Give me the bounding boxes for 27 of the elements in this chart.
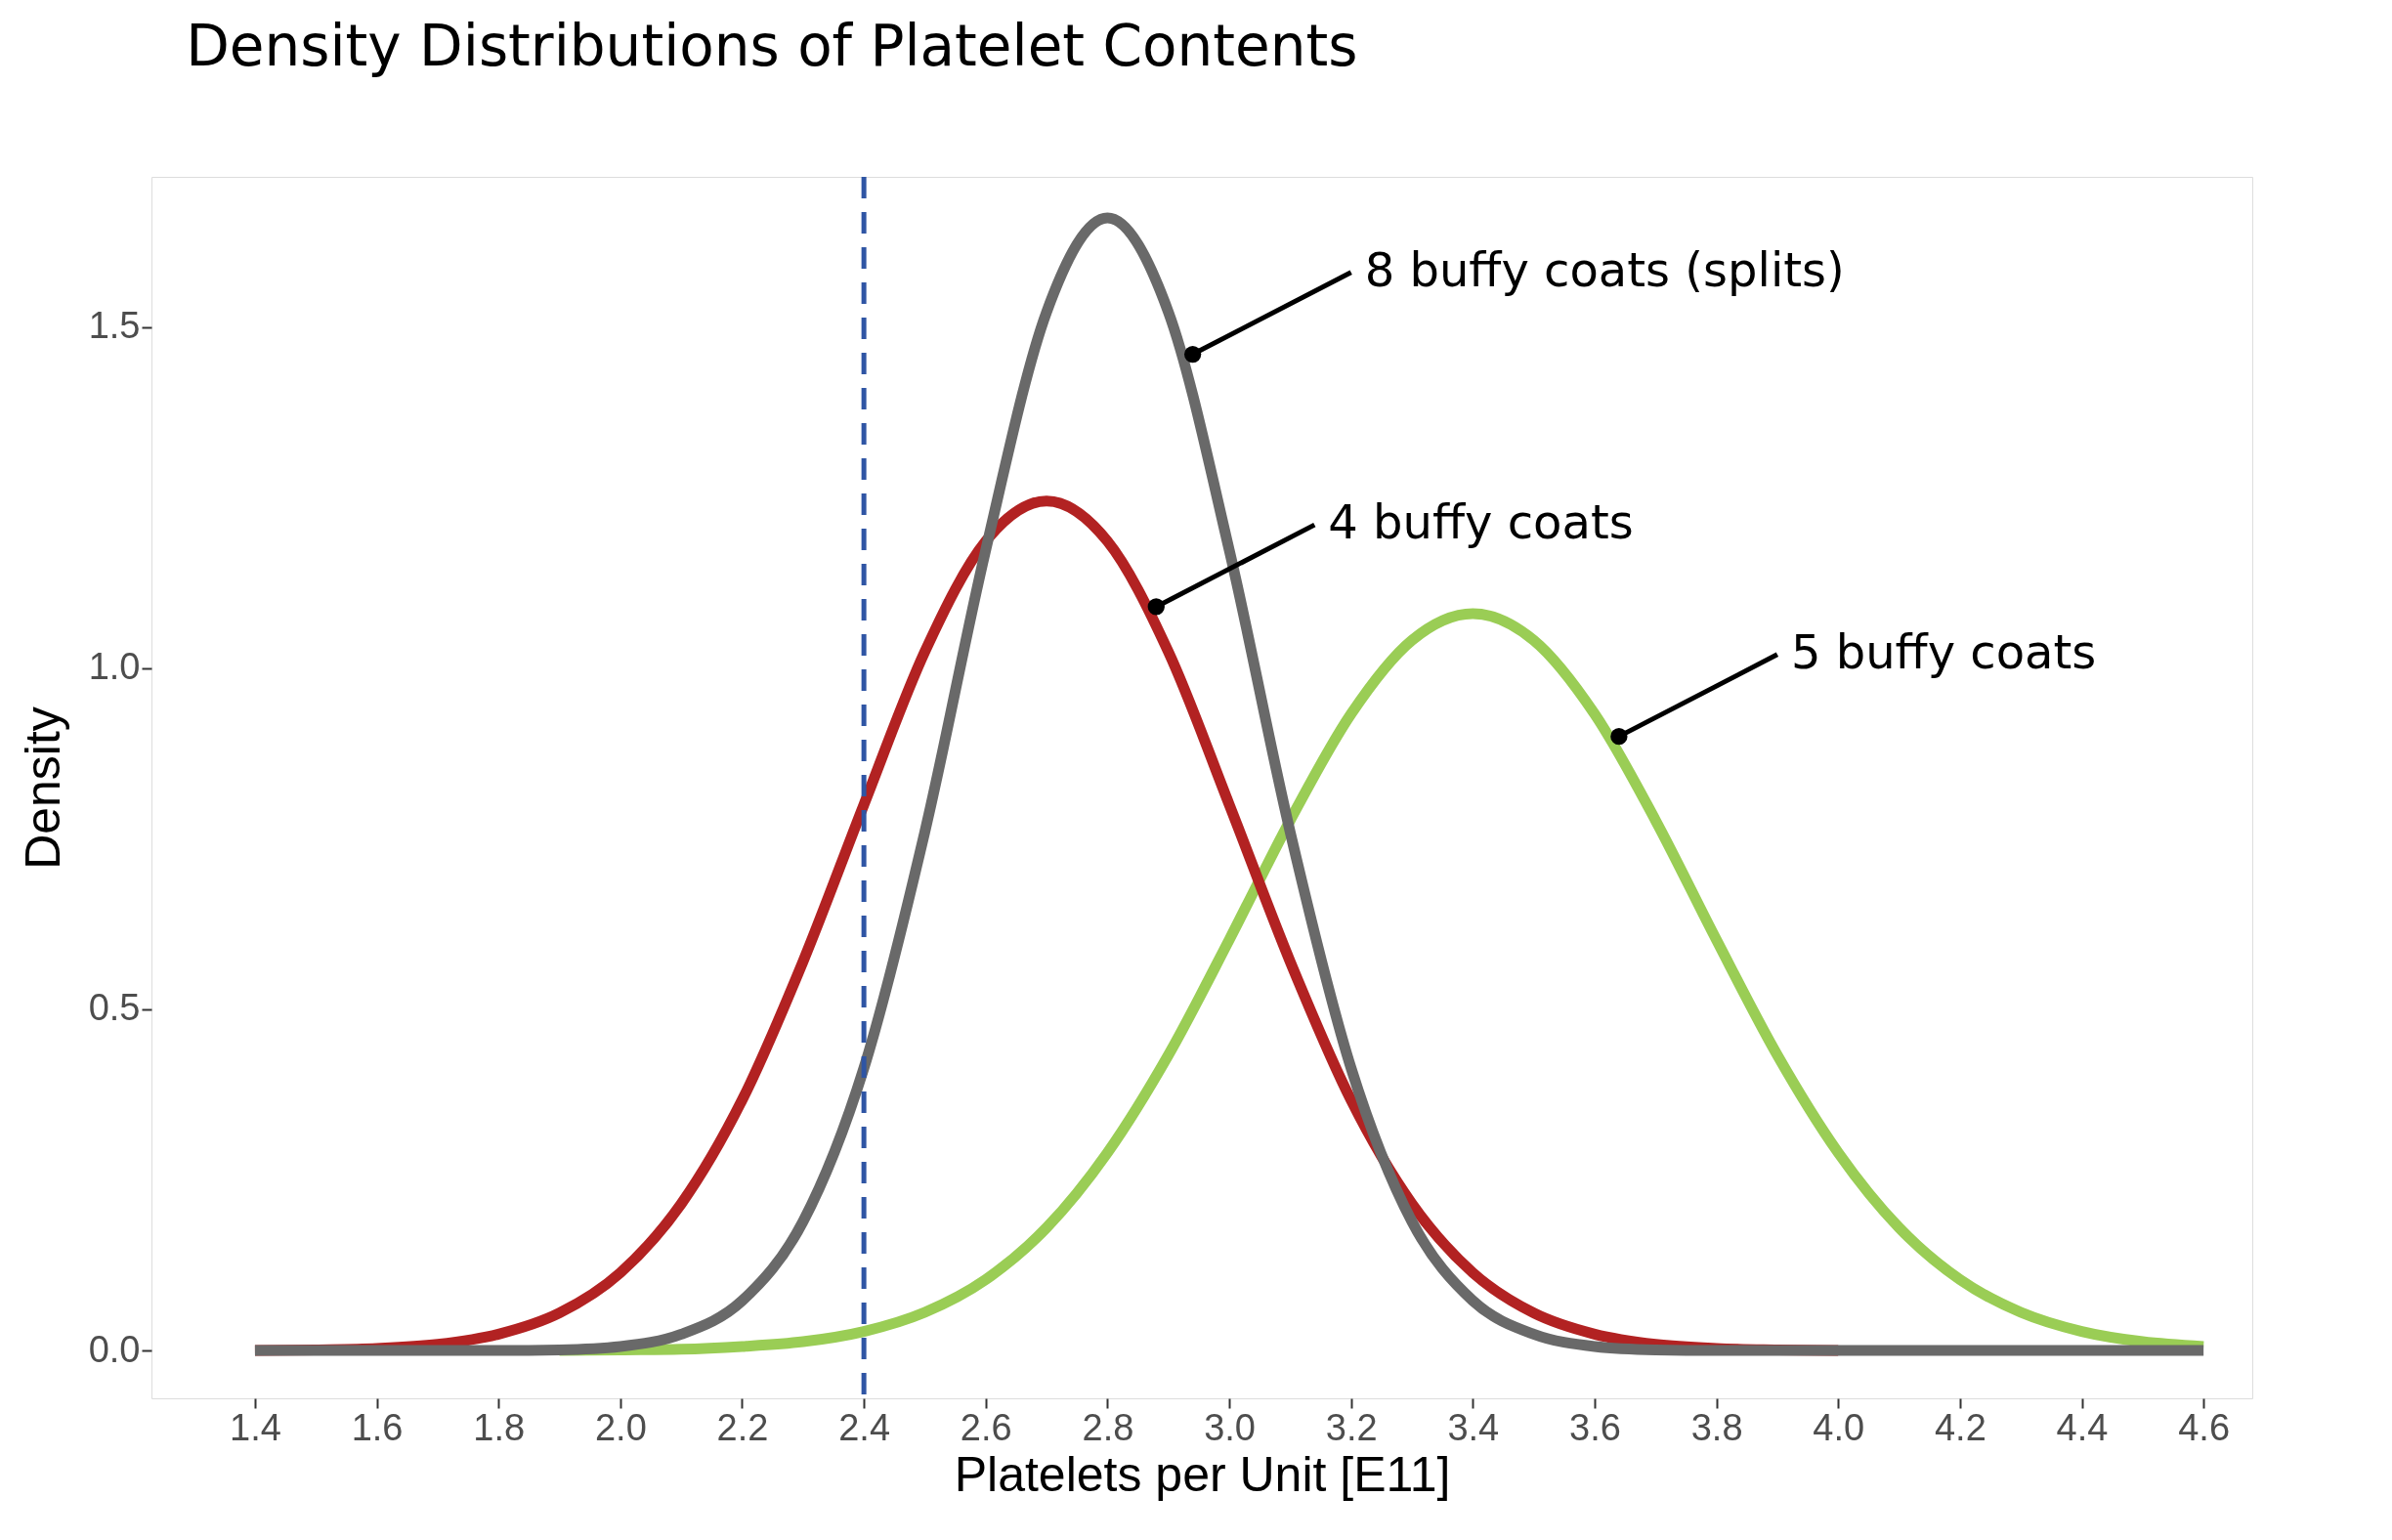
- x-axis-title: Platelets per Unit [E11]: [954, 1446, 1451, 1502]
- x-tick-label: 4.6: [2178, 1406, 2231, 1448]
- x-tick-label: 1.4: [230, 1406, 281, 1448]
- x-tick-label: 1.6: [351, 1406, 404, 1448]
- annotation: 4 buffy coats: [1328, 494, 1634, 550]
- x-tick-label: 2.2: [716, 1406, 769, 1448]
- y-tick-label: 1.5: [88, 305, 141, 347]
- chart-title: Density Distributions of Platelet Contents: [186, 12, 1358, 79]
- annotation: 5 buffy coats: [1790, 623, 2097, 679]
- y-tick-label: 1.0: [88, 646, 141, 688]
- x-tick-label: 2.8: [1082, 1406, 1134, 1448]
- x-tick-label: 1.8: [473, 1406, 526, 1448]
- x-tick-label: 3.2: [1325, 1406, 1378, 1448]
- x-tick-label: 4.2: [1934, 1406, 1986, 1448]
- x-tick-label: 3.0: [1204, 1406, 1256, 1448]
- y-axis-title: Density: [15, 706, 70, 870]
- x-tick-label: 2.6: [960, 1406, 1012, 1448]
- y-tick-label: 0.0: [88, 1328, 141, 1370]
- x-tick-label: 2.0: [594, 1406, 647, 1448]
- annotation: 8 buffy coats (splits): [1364, 241, 1845, 297]
- x-tick-label: 2.4: [838, 1406, 891, 1448]
- x-tick-label: 4.0: [1813, 1406, 1865, 1448]
- x-tick-label: 4.4: [2056, 1406, 2109, 1448]
- x-tick-label: 3.6: [1569, 1406, 1621, 1448]
- x-tick-label: 3.8: [1690, 1406, 1743, 1448]
- x-tick-label: 3.4: [1447, 1406, 1500, 1448]
- y-tick-label: 0.5: [88, 987, 141, 1029]
